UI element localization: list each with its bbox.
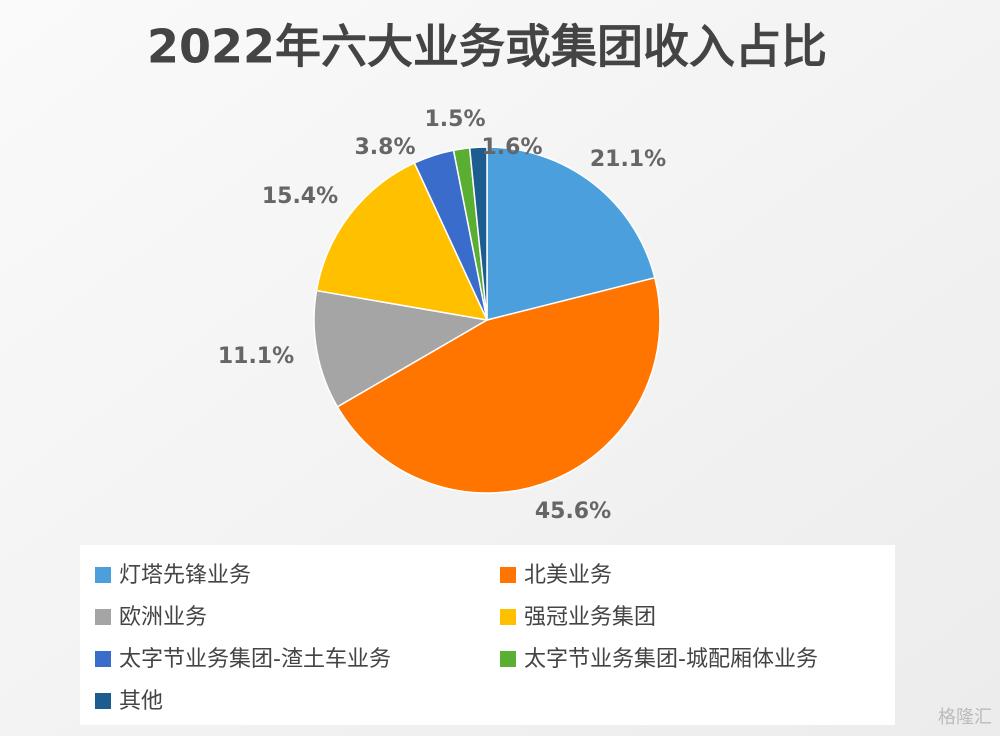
legend-swatch [500, 609, 516, 625]
legend-label: 太字节业务集团-渣土车业务 [119, 647, 391, 672]
legend-label: 强冠业务集团 [524, 605, 656, 630]
legend-label: 其他 [119, 689, 163, 714]
legend-box [80, 545, 895, 725]
legend-swatch [500, 567, 516, 583]
legend-swatch [95, 651, 111, 667]
data-label: 45.6% [535, 499, 611, 524]
data-label: 1.6% [481, 135, 542, 160]
legend-label: 灯塔先锋业务 [119, 563, 251, 588]
pie-slice [486, 146, 656, 321]
pie-slice [313, 289, 490, 408]
chart-title: 2022年六大业务或集团收入占比 [147, 20, 827, 74]
pie-slice [468, 146, 488, 321]
data-label: 21.1% [590, 147, 666, 172]
legend-label: 北美业务 [524, 563, 612, 588]
data-label: 3.8% [354, 135, 415, 160]
data-label: 1.5% [424, 107, 485, 132]
legend-swatch [95, 693, 111, 709]
pie-slice [336, 276, 661, 494]
legend-label: 欧洲业务 [119, 605, 207, 630]
data-label: 15.4% [262, 184, 338, 209]
data-label: 11.1% [218, 344, 294, 369]
legend-swatch [95, 567, 111, 583]
legend-swatch [500, 651, 516, 667]
legend-label: 太字节业务集团-城配厢体业务 [524, 647, 818, 672]
pie-slice [315, 161, 489, 321]
legend-swatch [95, 609, 111, 625]
watermark: 格隆汇 [938, 707, 992, 728]
